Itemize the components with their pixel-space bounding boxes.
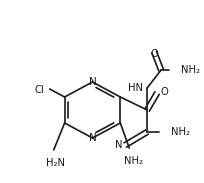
Text: N: N: [88, 77, 96, 87]
Text: H₂N: H₂N: [46, 158, 65, 168]
Text: N: N: [114, 140, 122, 150]
Text: O: O: [150, 49, 157, 59]
Text: O: O: [159, 87, 167, 97]
Text: Cl: Cl: [35, 85, 44, 95]
Text: N: N: [88, 133, 96, 143]
Text: NH₂: NH₂: [123, 156, 142, 166]
Text: NH₂: NH₂: [180, 65, 199, 75]
Text: HN: HN: [128, 83, 142, 93]
Text: NH₂: NH₂: [170, 127, 189, 137]
